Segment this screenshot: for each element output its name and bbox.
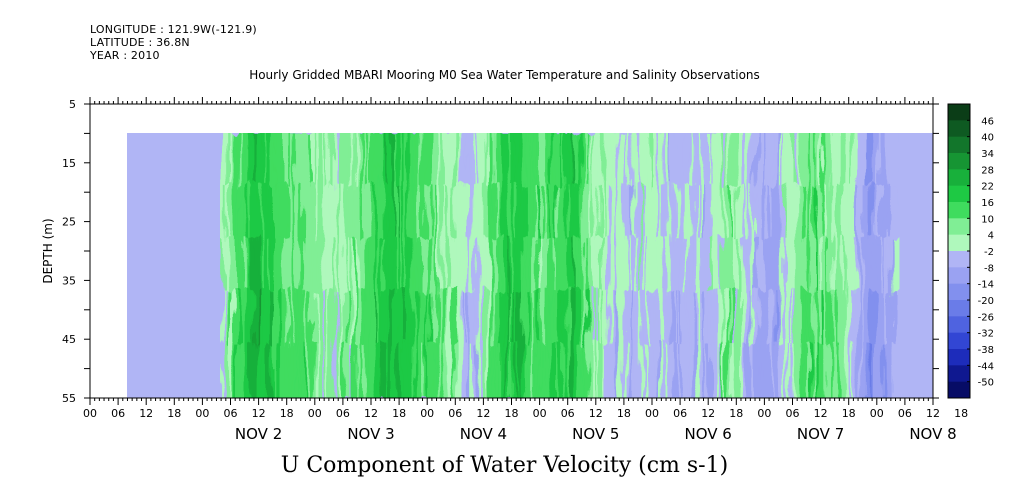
colorbar-swatch	[948, 153, 970, 170]
latitude-label: LATITUDE : 36.8N	[90, 36, 190, 49]
x-hour-tick-label: 06	[898, 407, 912, 420]
x-hour-tick-label: 18	[392, 407, 406, 420]
x-hour-tick-label: 06	[224, 407, 238, 420]
x-hour-tick-label: 00	[420, 407, 434, 420]
colorbar-tick-label: 22	[981, 182, 994, 193]
colorbar-tick-label: -20	[978, 296, 994, 307]
x-hour-tick-label: 00	[308, 407, 322, 420]
x-day-label: NOV 2	[235, 425, 282, 443]
heatmap-cell	[894, 343, 900, 398]
chart-title: Hourly Gridded MBARI Mooring M0 Sea Wate…	[249, 68, 760, 82]
colorbar-swatch	[948, 267, 970, 285]
x-hour-tick-label: 12	[139, 407, 153, 420]
x-day-label: NOV 3	[347, 425, 394, 443]
colorbar-tick-label: -14	[978, 280, 994, 291]
colorbar-tick-label: 34	[981, 149, 994, 160]
chart-caption: U Component of Water Velocity (cm s-1)	[280, 453, 729, 478]
x-hour-tick-label: 00	[757, 407, 771, 420]
x-hour-tick-label: 06	[673, 407, 687, 420]
x-hour-tick-label: 06	[111, 407, 125, 420]
y-tick-label: 15	[62, 157, 76, 170]
x-day-label: NOV 7	[797, 425, 844, 443]
x-hour-tick-label: 00	[870, 407, 884, 420]
x-hour-tick-label: 00	[83, 407, 97, 420]
colorbar-tick-label: -32	[978, 329, 994, 340]
colorbar-tick-label: -26	[978, 312, 994, 323]
x-hour-tick-label: 06	[336, 407, 350, 420]
x-hour-tick-label: 18	[729, 407, 743, 420]
x-hour-tick-label: 12	[252, 407, 266, 420]
y-tick-label: 55	[62, 392, 76, 405]
colorbar-swatch	[948, 218, 970, 236]
colorbar-swatch	[948, 283, 970, 301]
colorbar: 46 40 34 28 22 16 10 4 -2 -8 -14 -20 -26 -32 -38 -44 -50	[947, 103, 994, 399]
x-day-label: NOV 4	[460, 425, 507, 443]
colorbar-tick-label: -50	[978, 378, 994, 389]
x-hour-tick-label: 12	[701, 407, 715, 420]
colorbar-swatch	[948, 120, 970, 138]
colorbar-swatch	[948, 300, 970, 317]
x-hour-tick-label: 00	[645, 407, 659, 420]
x-hour-tick-label: 00	[533, 407, 547, 420]
colorbar-tick-label: -44	[978, 361, 994, 372]
colorbar-tick-label: 28	[981, 165, 994, 176]
colorbar-tick-label: -8	[984, 263, 994, 274]
y-tick-label: 35	[62, 274, 76, 287]
x-hour-tick-label: 18	[842, 407, 856, 420]
colorbar-swatch	[948, 234, 970, 252]
x-hour-tick-label: 12	[926, 407, 940, 420]
x-hour-tick-label: 12	[364, 407, 378, 420]
colorbar-tick-label: 40	[981, 133, 994, 144]
x-day-label: NOV 5	[572, 425, 619, 443]
colorbar-tick-label: 46	[981, 116, 994, 127]
colorbar-swatch	[948, 349, 970, 366]
x-hour-tick-label: 18	[505, 407, 519, 420]
colorbar-swatch	[948, 251, 970, 268]
x-hour-tick-label: 18	[280, 407, 294, 420]
colorbar-swatch	[948, 316, 970, 334]
colorbar-swatch	[948, 381, 970, 399]
x-hour-tick-label: 18	[617, 407, 631, 420]
colorbar-swatch	[948, 332, 970, 350]
heatmap-cell	[894, 184, 900, 242]
colorbar-tick-label: -38	[978, 345, 994, 356]
longitude-label: LONGITUDE : 121.9W(-121.9)	[90, 23, 257, 36]
x-hour-tick-label: 12	[589, 407, 603, 420]
y-tick-label: 5	[69, 98, 76, 111]
y-tick-label: 25	[62, 216, 76, 229]
colorbar-swatch	[948, 136, 970, 154]
colorbar-swatch	[948, 169, 970, 187]
x-hour-tick-label: 06	[448, 407, 462, 420]
colorbar-swatch	[948, 185, 970, 203]
colorbar-swatch	[948, 202, 970, 219]
heatmap-cell	[894, 133, 900, 189]
colorbar-tick-label: 4	[988, 231, 994, 242]
x-hour-tick-label: 06	[561, 407, 575, 420]
x-hour-tick-label: 12	[476, 407, 490, 420]
x-hour-tick-label: 06	[786, 407, 800, 420]
colorbar-tick-label: 16	[981, 198, 994, 209]
heatmap-field	[127, 133, 933, 398]
colorbar-tick-label: -2	[984, 247, 994, 258]
x-hour-tick-label: 18	[167, 407, 181, 420]
x-hour-tick-label: 18	[954, 407, 968, 420]
y-tick-label: 45	[62, 333, 76, 346]
year-label: YEAR : 2010	[90, 49, 160, 62]
heatmap-cell	[894, 237, 900, 295]
x-hour-tick-label: 00	[195, 407, 209, 420]
colorbar-tick-label: 10	[981, 214, 994, 225]
y-axis-label: DEPTH (m)	[41, 218, 55, 283]
x-hour-tick-label: 12	[814, 407, 828, 420]
heatmap-cell	[894, 290, 900, 348]
colorbar-swatch	[948, 104, 970, 121]
x-day-label: NOV 8	[909, 425, 956, 443]
x-day-label: NOV 6	[685, 425, 732, 443]
colorbar-swatch	[948, 365, 970, 383]
